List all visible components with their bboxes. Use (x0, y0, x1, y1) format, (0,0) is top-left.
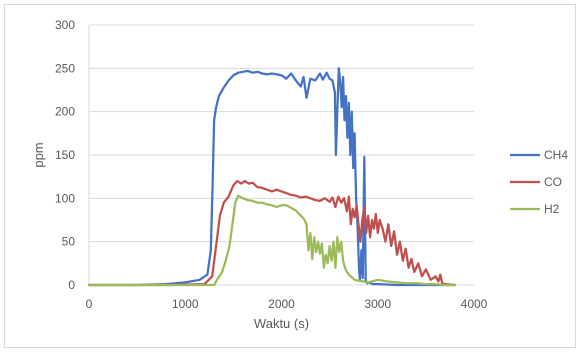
legend-label-h2: H2 (544, 202, 560, 216)
x-tick-label: 1000 (172, 297, 199, 311)
x-tick-label: 4000 (461, 297, 488, 311)
x-tick-label: 3000 (364, 297, 391, 311)
y-tick-label: 200 (55, 105, 75, 119)
y-tick-label: 100 (55, 191, 75, 205)
series-line-ch4 (87, 67, 456, 287)
y-axis-title: ppm (31, 142, 46, 167)
x-axis-title: Waktu (s) (254, 316, 309, 331)
gridlines (89, 24, 474, 243)
x-tick-label: 2000 (268, 297, 295, 311)
y-tick-label: 150 (55, 148, 75, 162)
series-lines (87, 67, 456, 287)
y-tick-label: 50 (62, 235, 76, 249)
legend-label-ch4: CH4 (544, 148, 568, 162)
y-tick-label: 300 (55, 18, 75, 32)
series-line-h2 (87, 194, 456, 287)
y-tick-label: 0 (68, 278, 75, 292)
series-line-co (87, 179, 456, 287)
x-tick-label: 0 (86, 297, 93, 311)
legend: CH4 CO H2 (510, 148, 568, 216)
y-tick-label: 250 (55, 61, 75, 75)
legend-label-co: CO (544, 175, 562, 189)
chart-frame (4, 4, 576, 348)
